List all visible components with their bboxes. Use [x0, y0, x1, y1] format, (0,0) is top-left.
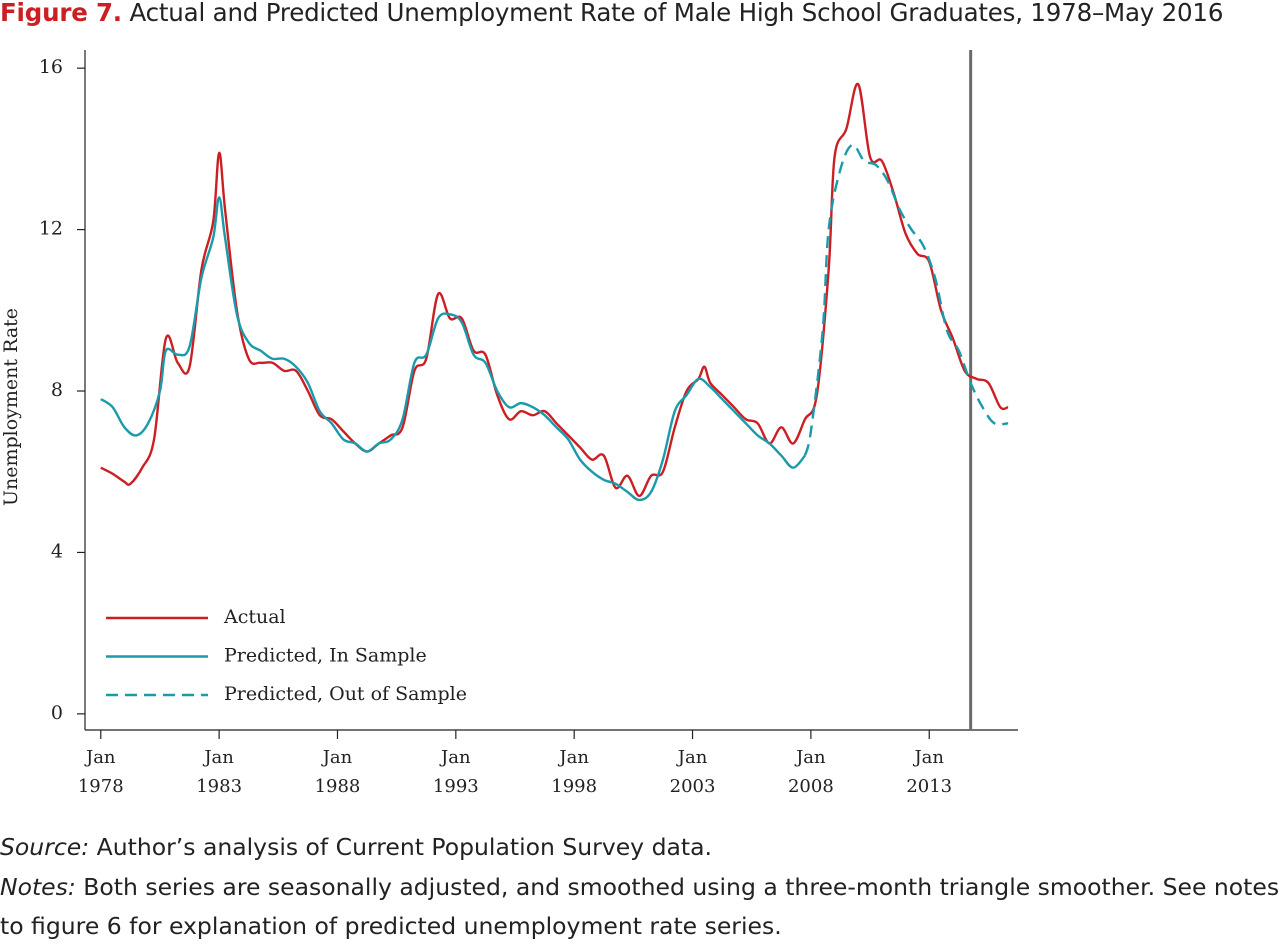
x-tick-label: Jan 1983 — [196, 747, 243, 797]
x-tick-label: Jan 2003 — [669, 747, 716, 797]
source: Source: Author’s analysis of Current Pop… — [0, 828, 1280, 868]
source-label: Source: — [0, 833, 90, 861]
title: Figure 7. Actual and Predicted Unemploym… — [0, 0, 1223, 27]
x-tick-label: Jan 1998 — [551, 747, 598, 797]
figure-label: Figure 7. — [0, 0, 122, 27]
x-tick-label: Jan 1988 — [314, 747, 361, 797]
legend-label: Predicted, Out of Sample — [224, 683, 467, 705]
y-tick-label: 4 — [51, 540, 63, 562]
series-line — [100, 83, 1009, 498]
legend-label: Actual — [223, 606, 286, 628]
y-tick-label: 12 — [39, 218, 63, 240]
notes-label: Notes: — [0, 872, 76, 901]
x-tick-label: Jan 2013 — [906, 747, 953, 797]
x-tick-label: Jan 1993 — [432, 747, 479, 797]
legend-label: Predicted, In Sample — [224, 645, 427, 667]
notes-text: Both series are seasonally adjusted, and… — [0, 872, 1280, 941]
notes: Notes: Both series are seasonally adjust… — [0, 868, 1280, 947]
series-line — [100, 196, 806, 502]
y-axis-label: Unemployment Rate — [0, 308, 22, 506]
chart-title: Actual and Predicted Unemployment Rate o… — [129, 0, 1224, 27]
source-text: Author’s analysis of Current Population … — [96, 833, 712, 861]
series-line — [803, 143, 1009, 456]
chart: Unemployment Rate 0 4 8 12 16 Actual Predicted… — [0, 50, 1018, 739]
y-tick-label: 8 — [51, 379, 63, 401]
x-tick-label: Jan 2008 — [787, 747, 834, 797]
x-tick-label: Jan 1978 — [77, 747, 124, 797]
y-tick-label: 16 — [39, 56, 63, 78]
footer: Source: Author’s analysis of Current Pop… — [0, 828, 1280, 947]
y-tick-label: 0 — [51, 702, 63, 724]
